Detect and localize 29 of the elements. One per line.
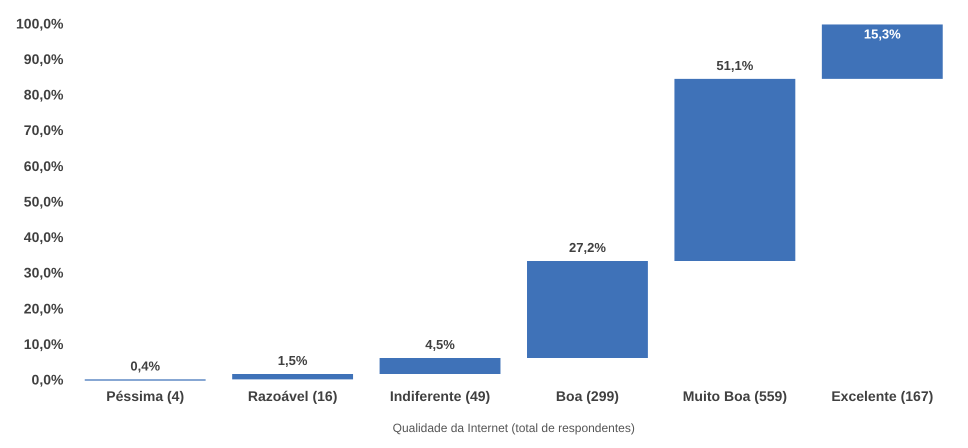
y-tick-label: 50,0%: [24, 193, 64, 210]
y-tick-label: 30,0%: [24, 264, 64, 281]
data-label: 1,5%: [278, 353, 308, 368]
data-label: 15,3%: [864, 26, 902, 42]
y-tick-label: 0,0%: [32, 372, 64, 388]
y-tick-label: 70,0%: [24, 122, 64, 138]
bar: [527, 261, 648, 358]
y-tick-label: 40,0%: [24, 229, 64, 246]
x-axis-title: Qualidade da Internet (total de respondentes): [392, 421, 635, 436]
y-tick-label: 20,0%: [24, 300, 64, 316]
bar: [674, 78, 796, 262]
x-tick-label: Muito Boa (559): [682, 388, 787, 404]
data-label: 0,4%: [130, 358, 160, 374]
data-label: 27,2%: [569, 240, 606, 256]
data-label: 4,5%: [425, 337, 456, 352]
x-tick-label: Excelente (167): [831, 388, 934, 404]
x-tick-label: Péssima (4): [106, 388, 184, 404]
y-tick-label: 90,0%: [24, 50, 64, 67]
y-tick-label: 80,0%: [24, 86, 64, 103]
bar: [232, 374, 354, 380]
y-tick-label: 100,0%: [16, 15, 64, 32]
y-tick-label: 60,0%: [24, 158, 64, 174]
y-tick-label: 10,0%: [24, 336, 64, 352]
bar: [380, 358, 500, 374]
x-tick-label: Boa (299): [556, 388, 619, 404]
data-label: 51,1%: [716, 58, 754, 74]
x-tick-label: Razoável (16): [248, 388, 338, 404]
bar: [822, 24, 943, 79]
x-tick-label: Indiferente (49): [390, 388, 490, 404]
